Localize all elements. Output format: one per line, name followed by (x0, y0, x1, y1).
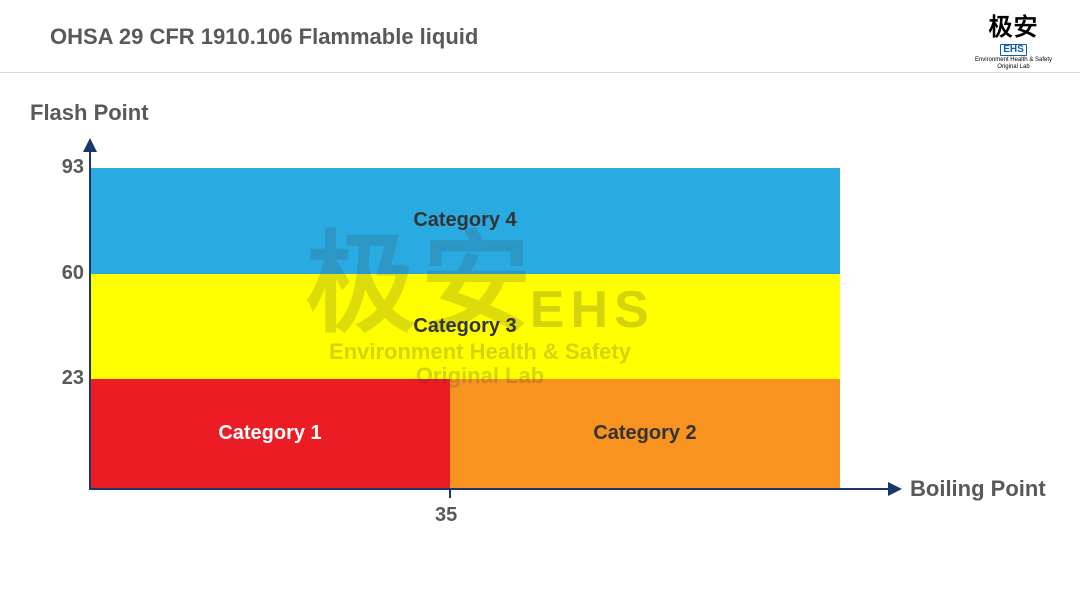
logo-badge: EHS (1000, 44, 1027, 56)
category-2: Category 2 (450, 379, 840, 488)
x-axis-line (89, 488, 889, 490)
x-axis-arrowhead (888, 482, 902, 496)
category-chart: Flash Point Category 4Category 3Category… (30, 100, 1050, 570)
category-4: Category 4 (90, 168, 840, 274)
y-axis-line (89, 148, 91, 488)
logo-text: 极安 (975, 16, 1052, 40)
category-3: Category 3 (90, 274, 840, 380)
slide: OHSA 29 CFR 1910.106 Flammable liquid 极安… (0, 0, 1080, 608)
y-axis-title: Flash Point (30, 100, 149, 126)
x-axis-title: Boiling Point (910, 476, 1046, 502)
y-tick-label: 60 (50, 262, 84, 285)
logo-sub2: Original Lab (975, 64, 1052, 70)
y-tick-label: 93 (50, 156, 84, 179)
category-1: Category 1 (90, 379, 450, 488)
page-title: OHSA 29 CFR 1910.106 Flammable liquid (50, 24, 478, 50)
brand-logo: 极安 EHS Environment Health & Safety Origi… (975, 16, 1052, 70)
header-rule (0, 72, 1080, 73)
x-tick-label: 35 (435, 504, 457, 527)
y-tick-label: 23 (50, 367, 84, 390)
logo-sub1: Environment Health & Safety (975, 57, 1052, 63)
header: OHSA 29 CFR 1910.106 Flammable liquid 极安… (0, 24, 1080, 74)
y-axis-arrowhead (83, 138, 97, 152)
